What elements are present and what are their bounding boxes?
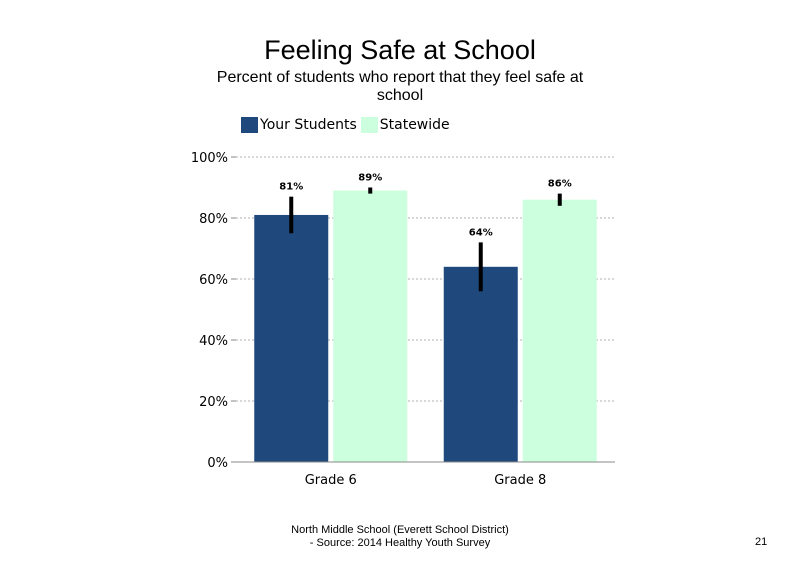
footer-school: North Middle School (Everett School Dist…: [291, 524, 509, 536]
y-tick-label: 60%: [199, 273, 228, 288]
bar: [333, 190, 408, 463]
legend: Your Students Statewide: [241, 117, 454, 133]
footer-source: - Source: 2014 Healthy Youth Survey: [309, 537, 491, 549]
legend-label-your-students: Your Students: [260, 117, 357, 133]
x-tick-label: Grade 8: [494, 473, 546, 488]
data-label: 89%: [358, 173, 382, 184]
data-label: 64%: [469, 227, 493, 238]
legend-item-statewide: Statewide: [360, 117, 450, 133]
chart-subtitle: Percent of students who report that they…: [216, 69, 584, 104]
footer: North Middle School (Everett School Dist…: [250, 524, 550, 550]
bar: [443, 266, 518, 462]
y-tick-label: 0%: [207, 456, 228, 471]
y-tick-label: 20%: [199, 395, 228, 410]
legend-label-statewide: Statewide: [379, 117, 450, 133]
y-tick-label: 40%: [199, 334, 228, 349]
data-label: 81%: [279, 182, 303, 193]
legend-item-your-students: Your Students: [241, 117, 357, 133]
y-tick-label: 80%: [199, 212, 228, 227]
bar: [522, 199, 597, 462]
page-number: 21: [755, 536, 768, 548]
data-label: 86%: [548, 179, 572, 190]
chart-title: Feeling Safe at School: [264, 35, 536, 65]
y-tick-label: 100%: [191, 151, 228, 166]
legend-swatch-your-students: [241, 117, 258, 133]
legend-swatch-statewide: [360, 117, 378, 133]
bar: [254, 214, 329, 462]
x-tick-label: Grade 6: [305, 473, 357, 488]
